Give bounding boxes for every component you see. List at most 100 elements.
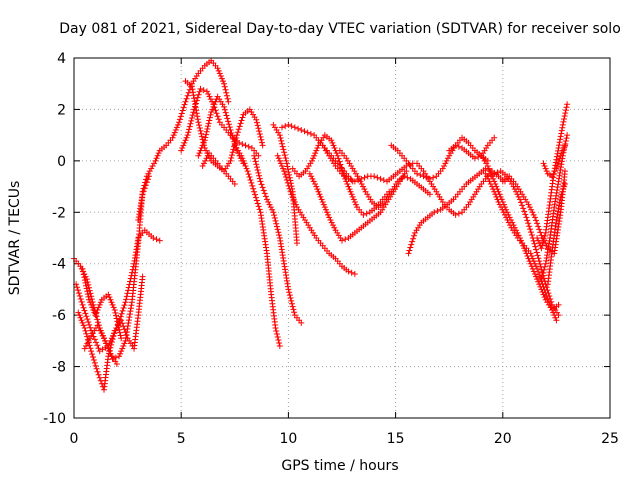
- data-point: [105, 345, 112, 352]
- data-point: [121, 326, 128, 333]
- data-point: [287, 295, 294, 301]
- data-point: [199, 163, 206, 169]
- data-point: [285, 169, 292, 176]
- data-point: [558, 127, 565, 134]
- data-point: [228, 129, 235, 136]
- data-point: [533, 263, 540, 270]
- data-point: [277, 135, 284, 141]
- data-point: [330, 142, 337, 149]
- data-point: [494, 169, 501, 176]
- data-point: [221, 103, 228, 110]
- data-point: [258, 181, 265, 188]
- data-point: [490, 186, 497, 193]
- data-point: [195, 152, 202, 159]
- data-point: [139, 273, 146, 280]
- data-point: [274, 334, 281, 340]
- data-point: [236, 123, 243, 130]
- data-point: [125, 284, 132, 291]
- data-point: [540, 236, 547, 243]
- data-point: [202, 157, 209, 164]
- data-point: [281, 152, 288, 159]
- data-point: [535, 278, 542, 285]
- data-point: [88, 293, 95, 300]
- data-point: [93, 339, 100, 346]
- y-tick-label: 0: [57, 154, 66, 170]
- data-point: [455, 143, 462, 150]
- data-point: [209, 106, 216, 113]
- data-point: [256, 172, 263, 179]
- data-point: [239, 155, 246, 162]
- data-point: [230, 135, 237, 142]
- data-point: [130, 263, 137, 270]
- data-point: [272, 217, 279, 224]
- data-point: [280, 146, 287, 153]
- data-point: [274, 152, 281, 159]
- data-point: [83, 282, 90, 289]
- data-point: [250, 185, 257, 192]
- data-point: [238, 117, 245, 124]
- data-point: [88, 296, 95, 303]
- data-point: [504, 217, 511, 223]
- data-point: [251, 155, 258, 162]
- data-point: [321, 204, 328, 211]
- data-point: [331, 224, 338, 231]
- data-point: [199, 142, 206, 149]
- data-point: [298, 127, 305, 133]
- data-point: [291, 124, 298, 131]
- data-point: [184, 92, 191, 99]
- data-point: [226, 124, 233, 131]
- data-point: [483, 173, 490, 180]
- data-point: [536, 226, 543, 233]
- data-point: [274, 226, 281, 233]
- data-point: [95, 371, 102, 378]
- data-point: [406, 247, 413, 254]
- data-point: [282, 174, 289, 181]
- data-point: [532, 243, 539, 250]
- series-sat-w: [446, 134, 498, 162]
- data-point: [541, 286, 548, 293]
- data-point: [313, 147, 320, 154]
- data-point: [540, 266, 547, 273]
- data-point: [443, 157, 450, 164]
- data-point: [452, 142, 459, 149]
- data-point: [271, 215, 278, 221]
- data-point: [152, 157, 159, 164]
- data-point: [90, 356, 97, 363]
- data-point: [113, 315, 120, 322]
- data-point: [535, 255, 542, 262]
- data-point: [560, 118, 567, 125]
- data-point: [255, 169, 262, 176]
- data-point: [251, 188, 258, 195]
- data-point: [77, 314, 84, 321]
- data-point: [560, 186, 567, 193]
- data-point: [527, 250, 534, 257]
- data-point: [550, 170, 557, 177]
- data-point: [403, 168, 410, 175]
- data-point: [178, 147, 185, 154]
- data-point: [113, 361, 120, 367]
- data-point: [404, 174, 411, 181]
- data-point: [553, 317, 560, 324]
- data-point: [255, 203, 262, 210]
- data-point: [275, 337, 282, 343]
- data-point: [486, 178, 493, 185]
- y-tick-label: -4: [52, 257, 66, 273]
- data-point: [127, 275, 134, 282]
- data-point: [282, 171, 289, 178]
- data-point: [482, 170, 489, 177]
- data-point: [352, 201, 359, 208]
- data-point: [85, 319, 92, 325]
- data-point: [153, 155, 160, 162]
- data-point: [103, 340, 110, 347]
- data-point: [110, 333, 117, 340]
- data-point: [151, 160, 158, 167]
- data-point: [154, 152, 161, 159]
- data-point: [94, 322, 101, 329]
- data-point: [380, 177, 387, 184]
- data-point: [257, 178, 264, 185]
- data-point: [516, 196, 523, 203]
- data-point: [557, 133, 564, 140]
- data-point: [254, 167, 261, 173]
- data-point: [223, 92, 230, 99]
